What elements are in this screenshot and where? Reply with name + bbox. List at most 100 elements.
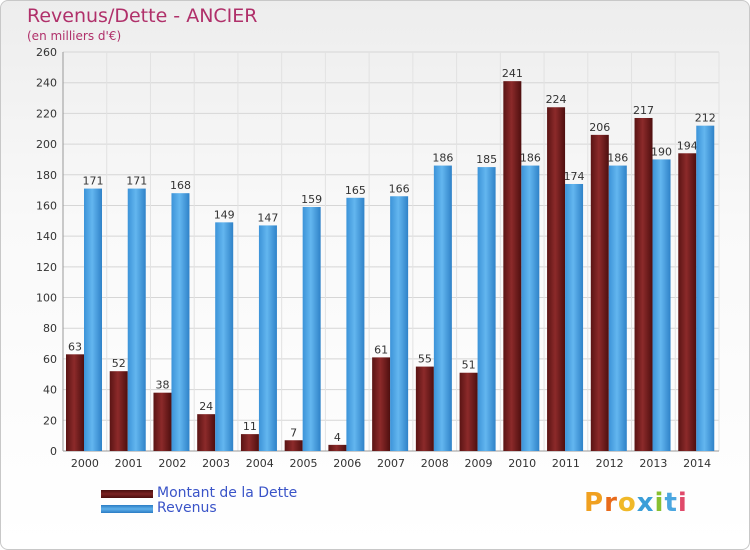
y-tick-label: 100 [36,292,57,305]
x-tick-label: 2010 [508,457,536,470]
bar-revenue-label: 186 [432,152,453,165]
chart-title: Revenus/Dette - ANCIER [27,5,258,27]
bar-debt [590,134,609,451]
bar-revenue-label: 147 [257,211,278,224]
x-tick-label: 2005 [290,457,318,470]
logo-letter: t [664,488,678,518]
bar-revenue-label: 159 [301,193,322,206]
y-tick-label: 40 [43,384,57,397]
y-tick-label: 160 [36,199,57,212]
bar-revenue-label: 171 [126,175,147,188]
bar-debt [284,440,303,451]
bar-revenue-label: 165 [345,184,366,197]
bar-revenue [608,165,627,452]
logo-letter: o [617,488,637,518]
bar-revenue [521,165,540,452]
bar-debt-label: 55 [418,353,432,366]
bar-revenue-label: 185 [476,153,497,166]
bar-debt [328,444,347,451]
x-tick-label: 2002 [158,457,186,470]
x-tick-label: 2014 [683,457,711,470]
legend-swatch-debt [101,490,153,498]
bar-revenue [258,225,277,451]
x-tick-label: 2009 [464,457,492,470]
bar-debt-label: 224 [546,93,567,106]
bar-debt [415,366,434,451]
bar-debt [503,81,522,452]
y-tick-label: 0 [50,445,57,458]
y-tick-label: 140 [36,230,57,243]
bar-debt-label: 4 [334,431,341,444]
bar-debt [634,117,653,451]
bar-revenue-label: 174 [564,170,585,183]
bar-debt [240,434,259,451]
x-tick-label: 2003 [202,457,230,470]
bar-revenue-label: 212 [695,112,716,125]
bar-debt-label: 61 [374,343,388,356]
logo-letter: P [584,488,605,518]
bar-revenue [171,193,190,451]
bar-debt-label: 52 [112,357,126,370]
x-tick-label: 2001 [115,457,143,470]
y-tick-label: 240 [36,77,57,90]
bar-revenue-label: 186 [520,152,541,165]
bar-revenue [433,165,452,452]
y-tick-label: 200 [36,138,57,151]
y-tick-label: 180 [36,169,57,182]
bar-debt [547,107,566,451]
bar-revenue-label: 186 [607,152,628,165]
x-tick-label: 2007 [377,457,405,470]
y-tick-label: 120 [36,261,57,274]
bar-debt-label: 7 [290,426,297,439]
legend-label-debt: Montant de la Dette [157,485,298,501]
y-tick-label: 60 [43,353,57,366]
bar-revenue [346,197,365,451]
bar-revenue [390,196,409,451]
logo-letter: i [677,488,688,518]
x-tick-label: 2008 [421,457,449,470]
logo-letter: r [604,488,618,518]
bar-debt-label: 11 [243,420,257,433]
chart-subtitle: (en milliers d'€) [27,29,122,43]
logo-letter: x [636,488,655,518]
legend-swatch-revenue [101,505,153,513]
bar-revenue-label: 149 [214,208,235,221]
x-tick-label: 2013 [639,457,667,470]
bar-debt [66,354,84,451]
y-tick-label: 220 [36,107,57,120]
x-tick-label: 2012 [596,457,624,470]
bar-debt [153,392,172,451]
bar-revenue-label: 166 [389,182,410,195]
bar-debt-label: 51 [462,359,476,372]
bar-revenue [127,188,146,452]
bar-debt [197,414,216,451]
bar-debt [459,372,478,451]
bar-debt-label: 24 [199,400,213,413]
bar-revenue [302,206,321,451]
bar-revenue [565,183,584,451]
bar-revenue [215,222,234,451]
bar-debt [109,371,128,451]
bar-debt-label: 63 [68,340,82,353]
bar-debt-label: 194 [677,139,698,152]
bar-debt-label: 241 [502,67,523,80]
bar-revenue-label: 168 [170,179,191,192]
y-tick-label: 80 [43,322,57,335]
y-tick-label: 20 [43,414,57,427]
proxiti-logo: Proxiti [584,488,688,518]
bar-debt-label: 217 [633,104,654,117]
x-tick-label: 2004 [246,457,274,470]
logo-letter: i [654,488,665,518]
x-tick-label: 2000 [71,457,99,470]
bar-revenue-label: 190 [651,145,672,158]
bar-debt [372,357,391,451]
bar-debt [678,153,697,452]
bar-revenue [696,125,715,452]
x-tick-label: 2006 [333,457,361,470]
bar-debt-label: 206 [589,121,610,134]
y-tick-label: 260 [36,46,57,59]
bar-revenue [84,188,102,452]
bar-revenue [652,159,671,451]
